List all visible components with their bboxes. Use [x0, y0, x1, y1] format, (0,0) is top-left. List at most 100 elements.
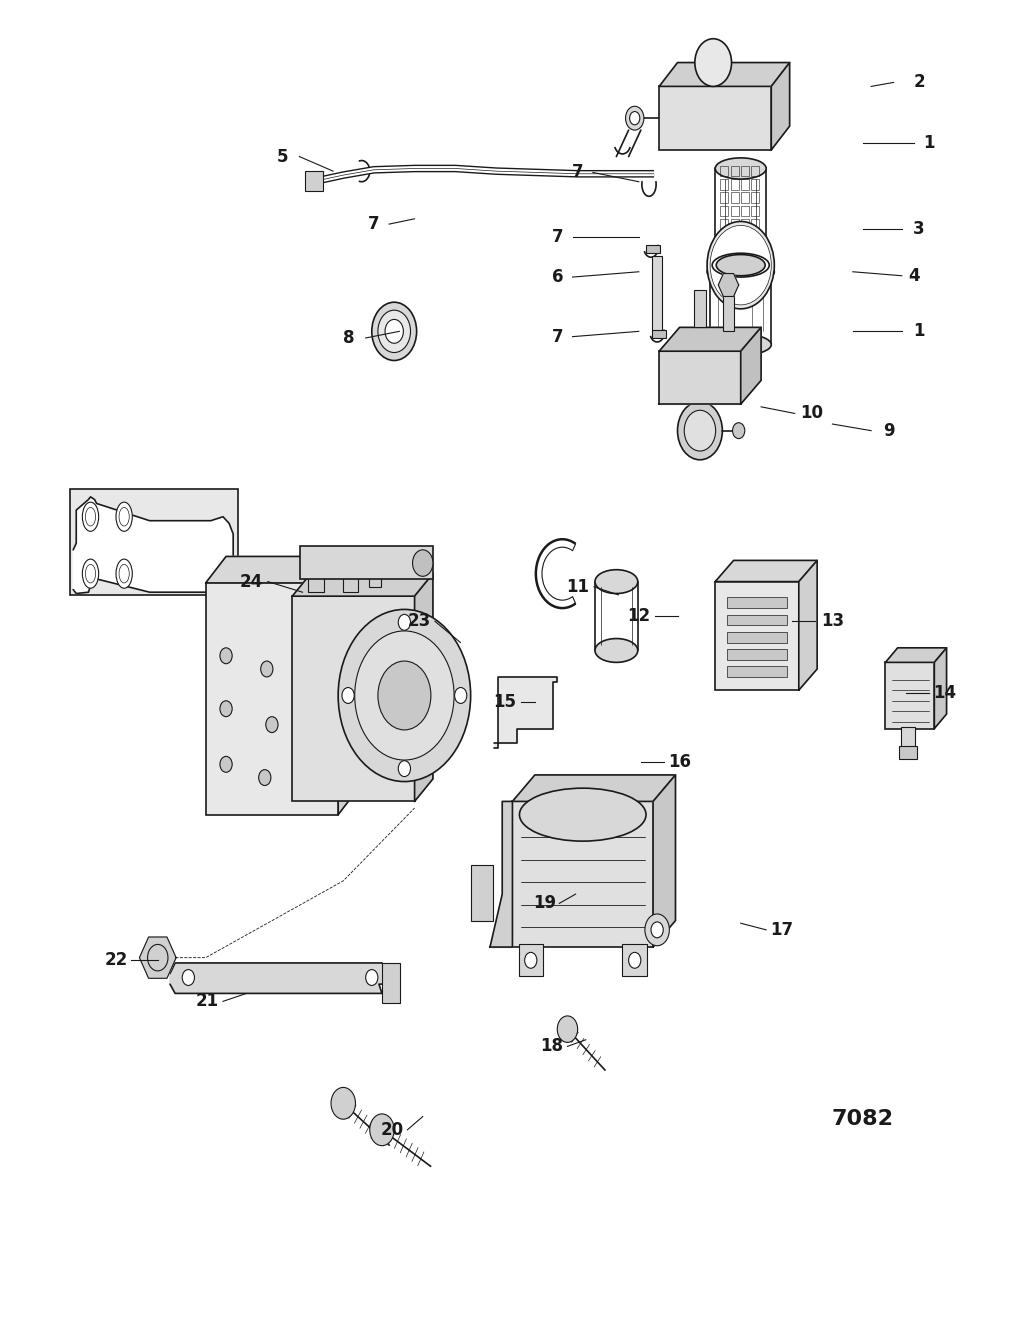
Circle shape — [629, 953, 640, 969]
Bar — [730, 219, 739, 229]
Text: 1: 1 — [913, 322, 925, 340]
Text: 17: 17 — [770, 921, 793, 939]
Bar — [751, 166, 759, 177]
Circle shape — [331, 1088, 355, 1119]
Ellipse shape — [707, 260, 775, 284]
Bar — [730, 193, 739, 203]
Bar — [623, 945, 647, 977]
Bar — [727, 649, 786, 660]
Bar — [382, 963, 401, 1002]
Bar — [652, 256, 662, 332]
Bar — [206, 583, 338, 815]
Circle shape — [260, 661, 273, 677]
Ellipse shape — [710, 225, 772, 305]
Text: 14: 14 — [933, 684, 957, 702]
Polygon shape — [715, 561, 817, 582]
Polygon shape — [799, 561, 817, 690]
Bar — [723, 292, 733, 332]
Circle shape — [220, 648, 232, 664]
Circle shape — [258, 769, 271, 785]
Circle shape — [220, 701, 232, 717]
Text: 1: 1 — [924, 134, 935, 153]
Text: 11: 11 — [566, 578, 589, 595]
Polygon shape — [659, 328, 761, 351]
Polygon shape — [741, 328, 761, 404]
Circle shape — [370, 1115, 395, 1145]
Bar — [741, 166, 749, 177]
Circle shape — [338, 609, 471, 781]
Text: 15: 15 — [493, 693, 515, 710]
Bar — [901, 728, 915, 748]
Circle shape — [378, 661, 431, 731]
Bar — [720, 193, 728, 203]
Text: 7: 7 — [552, 229, 563, 246]
Circle shape — [399, 761, 410, 776]
Bar — [727, 598, 786, 607]
Bar — [741, 193, 749, 203]
Circle shape — [354, 632, 455, 760]
Ellipse shape — [116, 502, 132, 531]
Circle shape — [455, 688, 467, 704]
Ellipse shape — [715, 158, 766, 179]
Polygon shape — [338, 557, 358, 815]
Bar — [720, 206, 728, 217]
Ellipse shape — [678, 401, 722, 460]
Bar — [512, 801, 653, 947]
Text: 19: 19 — [533, 894, 557, 913]
Polygon shape — [512, 775, 676, 801]
Circle shape — [525, 953, 537, 969]
Polygon shape — [490, 801, 512, 947]
Polygon shape — [885, 648, 946, 662]
Text: 22: 22 — [104, 951, 128, 969]
Text: 18: 18 — [540, 1037, 564, 1056]
Ellipse shape — [385, 320, 403, 344]
Text: 3: 3 — [913, 221, 925, 238]
Bar — [652, 330, 666, 339]
Polygon shape — [206, 557, 358, 583]
Bar — [694, 290, 706, 328]
Ellipse shape — [732, 423, 745, 439]
Bar — [646, 245, 660, 253]
Bar — [751, 206, 759, 217]
Polygon shape — [292, 574, 433, 597]
Ellipse shape — [116, 559, 132, 589]
Bar — [70, 488, 239, 595]
Polygon shape — [934, 648, 946, 729]
Text: 5: 5 — [277, 147, 288, 166]
Bar — [369, 563, 381, 587]
Text: 8: 8 — [343, 329, 354, 347]
Circle shape — [695, 39, 731, 87]
Bar — [519, 945, 543, 977]
Text: 23: 23 — [408, 613, 432, 630]
Bar — [301, 546, 433, 579]
Polygon shape — [659, 63, 789, 87]
Polygon shape — [73, 496, 233, 594]
Ellipse shape — [83, 502, 99, 531]
Circle shape — [651, 922, 663, 938]
Polygon shape — [772, 63, 789, 150]
Ellipse shape — [372, 302, 416, 360]
Bar — [727, 632, 786, 642]
Text: 7: 7 — [552, 328, 563, 345]
Text: 10: 10 — [801, 404, 823, 423]
Text: 20: 20 — [380, 1121, 404, 1139]
Circle shape — [220, 756, 232, 772]
Circle shape — [645, 914, 669, 946]
Circle shape — [399, 614, 410, 630]
Bar — [741, 219, 749, 229]
Text: 7: 7 — [368, 215, 380, 233]
Bar — [292, 597, 414, 801]
Bar — [715, 582, 799, 690]
Bar — [751, 193, 759, 203]
Polygon shape — [414, 574, 433, 801]
Text: 21: 21 — [195, 993, 218, 1010]
Bar — [751, 179, 759, 190]
Polygon shape — [170, 963, 389, 993]
Ellipse shape — [595, 638, 637, 662]
Ellipse shape — [520, 788, 646, 842]
Bar — [730, 166, 739, 177]
Bar — [885, 662, 934, 729]
Text: 9: 9 — [882, 421, 895, 440]
Text: 16: 16 — [668, 753, 691, 771]
Ellipse shape — [595, 570, 637, 594]
